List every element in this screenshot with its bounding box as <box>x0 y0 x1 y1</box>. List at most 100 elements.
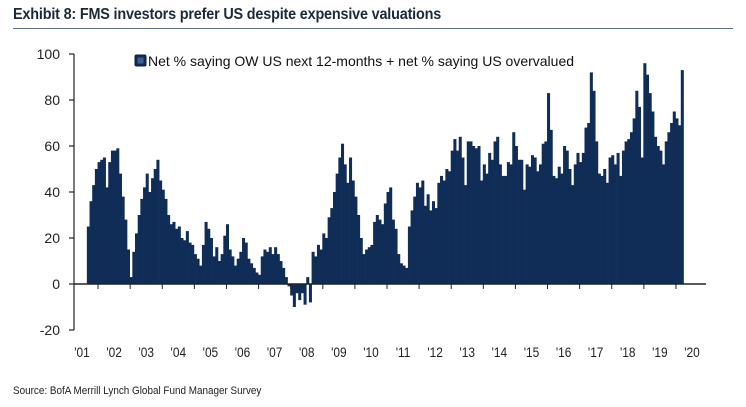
bar <box>442 180 446 284</box>
bar <box>549 129 553 284</box>
bar <box>290 284 294 296</box>
bar <box>357 215 361 284</box>
bar <box>450 150 454 284</box>
bar <box>445 169 449 284</box>
bar <box>239 251 243 284</box>
bar <box>279 261 283 284</box>
bar <box>260 256 264 284</box>
bar <box>292 284 296 307</box>
bar <box>92 185 96 284</box>
bar <box>522 189 526 284</box>
bar <box>341 143 345 284</box>
bar <box>389 187 393 284</box>
bar <box>365 249 369 284</box>
bar <box>397 254 401 284</box>
bar <box>557 166 561 284</box>
x-tick-label: '17 <box>588 344 603 360</box>
bar <box>225 224 229 284</box>
x-tick-label: '13 <box>460 344 475 360</box>
bar <box>217 261 221 284</box>
bar <box>132 251 136 284</box>
bar <box>493 141 497 284</box>
bar <box>263 249 267 284</box>
x-tick-label: '06 <box>235 344 250 360</box>
bar <box>140 198 144 284</box>
bar <box>148 192 152 284</box>
bar <box>220 254 224 284</box>
bar <box>635 90 639 284</box>
bar <box>223 235 227 284</box>
bar <box>555 178 559 284</box>
bar <box>431 201 436 284</box>
bar <box>469 141 473 284</box>
bar <box>608 157 612 284</box>
bar <box>247 258 251 284</box>
bar <box>496 136 500 284</box>
bar <box>201 244 205 284</box>
bar <box>375 215 379 284</box>
bar <box>100 159 104 284</box>
chart-title: Exhibit 8: FMS investors prefer US despi… <box>13 6 442 23</box>
bar <box>167 215 171 284</box>
bar <box>316 244 320 284</box>
bar <box>595 141 599 284</box>
bar <box>651 111 655 284</box>
bar <box>303 284 307 305</box>
bar <box>378 219 382 284</box>
y-tick-label: 20 <box>44 230 60 246</box>
bar <box>619 175 623 284</box>
bar <box>678 125 682 284</box>
bar <box>670 123 674 284</box>
bar <box>330 208 334 284</box>
x-tick-label: '05 <box>203 344 218 360</box>
bar <box>659 150 663 284</box>
bar <box>183 240 187 284</box>
bar <box>517 159 521 284</box>
bar <box>231 256 235 284</box>
bar <box>399 263 403 284</box>
bar <box>124 219 128 284</box>
bar <box>161 189 165 284</box>
bar <box>552 175 556 284</box>
bar <box>541 143 545 284</box>
bar <box>349 157 353 284</box>
bar <box>274 247 278 284</box>
legend-swatch-highlight <box>137 57 144 64</box>
bar <box>196 258 200 284</box>
bar <box>370 244 374 284</box>
axes-group: -20 0 20 40 60 80 100 '01 '02 '03 '04 '05 '06 '07 '08 '… <box>37 46 706 360</box>
bar <box>324 238 328 284</box>
bar <box>506 162 510 284</box>
x-tick-label: '20 <box>684 344 699 360</box>
bar <box>533 157 537 284</box>
bar <box>456 150 460 284</box>
bar <box>464 185 468 284</box>
bar <box>308 284 312 303</box>
bar <box>271 254 275 284</box>
bar <box>624 141 628 284</box>
bar <box>367 247 371 284</box>
bar <box>354 196 358 284</box>
bar <box>121 196 125 284</box>
bar <box>429 210 433 284</box>
bar <box>477 146 481 284</box>
bar <box>373 221 377 284</box>
bar <box>648 93 652 284</box>
bar <box>185 231 189 284</box>
y-tick-label: 40 <box>44 184 60 200</box>
bar <box>242 238 246 284</box>
bar <box>212 256 216 284</box>
bar <box>343 164 347 284</box>
bar <box>346 182 350 284</box>
bar <box>284 277 288 284</box>
y-tick-label: 60 <box>44 138 60 154</box>
bar <box>520 159 524 284</box>
x-tick-label: '11 <box>396 344 411 360</box>
legend-label: Net % saying OW US next 12-months + net … <box>148 53 574 69</box>
bar <box>485 173 489 284</box>
bar <box>86 226 90 284</box>
bar <box>627 139 631 284</box>
bar <box>108 162 112 284</box>
bar <box>490 159 494 284</box>
x-tick-label: '04 <box>171 344 186 360</box>
